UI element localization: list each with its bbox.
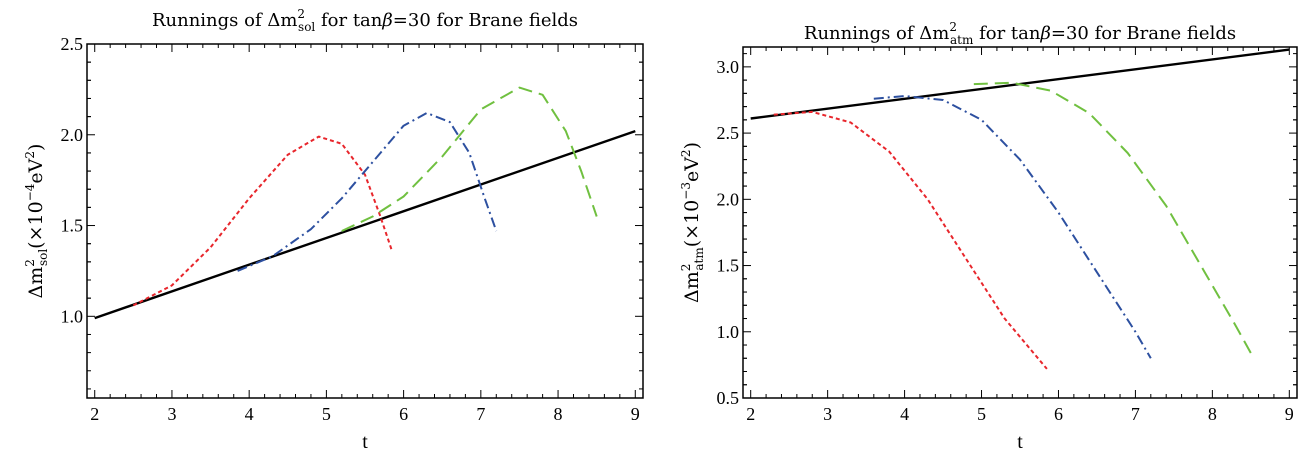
y-tick-label: 2.0 [717, 189, 740, 209]
x-tick-label: 2 [90, 404, 99, 424]
y-tick-label: 3.0 [717, 57, 740, 77]
x-tick-label: 5 [322, 404, 331, 424]
chart-title: Runnings of Δm2 atm for tanβ=30 for Brane… [804, 20, 1236, 47]
x-tick-label: 9 [1285, 404, 1294, 424]
y-tick-label: 2.0 [61, 125, 84, 145]
y-tick-label: 2.5 [717, 123, 740, 143]
x-tick-label: 5 [977, 404, 986, 424]
y-tick-label: 1.0 [61, 306, 84, 326]
x-tick-label: 4 [245, 404, 254, 424]
y-tick-label: 1.0 [717, 322, 740, 342]
x-tick-label: 6 [399, 404, 408, 424]
y-tick-label: 1.5 [61, 216, 84, 236]
y-tick-label: 1.5 [717, 256, 740, 276]
x-tick-label: 8 [1208, 404, 1217, 424]
x-tick-label: 8 [554, 404, 563, 424]
chart-title: Runnings of Δm2 sol for tanβ=30 for Brane… [152, 7, 578, 34]
x-tick-label: 6 [1054, 404, 1063, 424]
series-line-2 [773, 110, 1048, 370]
series-line-3 [873, 95, 1152, 359]
x-tick-label: 7 [1131, 404, 1140, 424]
plot-frame [742, 46, 1298, 399]
x-axis-label: t [362, 431, 368, 453]
series-line-4 [341, 86, 598, 232]
plot-frame [86, 43, 644, 399]
x-tick-label: 7 [476, 404, 485, 424]
x-tick-label: 9 [631, 404, 640, 424]
y-axis-label: Δm2sol(×10−4eV2) [23, 144, 50, 299]
series-line-3 [237, 112, 498, 272]
x-tick-label: 4 [900, 404, 909, 424]
chart-panel-1: 2 3 4 5 6 7 8 9 1.0 1.5 2.0 2.5 Runnings of Δm2 sol f… [23, 7, 644, 453]
y-axis-label: Δm2atm(×10−3eV2) [679, 142, 706, 303]
series-line-1 [94, 129, 636, 320]
y-tick-label: 2.5 [61, 34, 84, 54]
x-tick-label: 3 [823, 404, 832, 424]
series-line-4 [973, 81, 1252, 354]
chart-panel-2: 2 3 4 5 6 7 8 9 0.5 1.0 1.5 2.0 2.5 3.0 Runnings of Δm… [679, 20, 1298, 453]
y-tick-label: 0.5 [717, 388, 740, 408]
x-tick-label: 3 [167, 404, 176, 424]
x-axis-label: t [1017, 431, 1023, 453]
series-line-2 [132, 135, 393, 307]
x-tick-label: 2 [746, 404, 755, 424]
